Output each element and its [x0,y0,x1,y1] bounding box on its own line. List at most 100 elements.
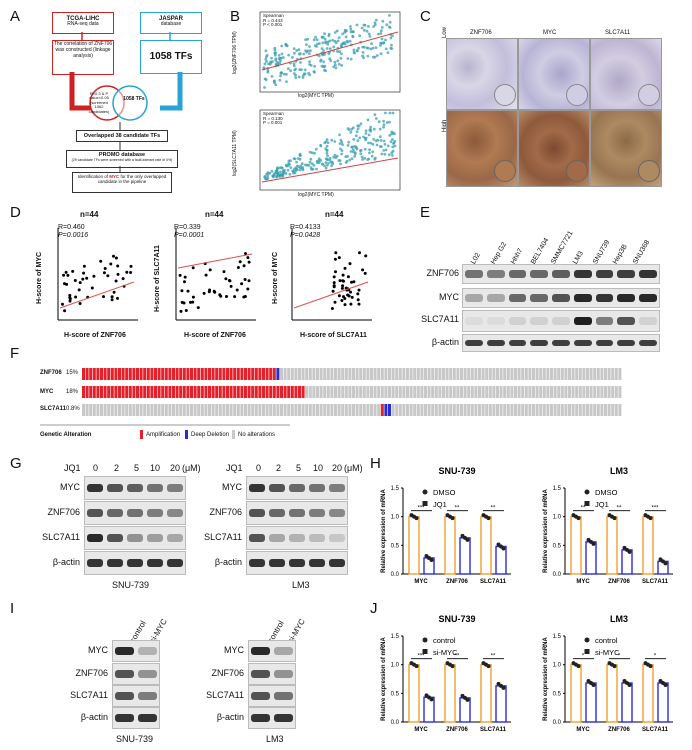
oncoprint-cell [359,368,363,380]
scatter-b-top-point [328,47,332,51]
oncoprint-cell [172,386,175,398]
oncoprint-cell [600,404,604,416]
oncoprint-cell [316,404,319,416]
bar-treatment [621,682,633,723]
oncoprint-cell [85,404,89,416]
scatter-b-bottom-point [319,143,323,147]
oncoprint-cell [82,404,85,416]
d-point [242,264,246,268]
bar-dot [627,683,632,688]
oncoprint-cell [424,368,427,380]
scatter-b-top-point [332,45,336,49]
scatter-b-top-point [351,35,355,39]
bar-chart-title: LM3 [610,614,628,624]
d-point [350,295,354,299]
oncoprint-cell [442,386,445,398]
oncoprint-cell [280,386,283,398]
oncoprint-cell [190,386,193,398]
oncoprint-cell [175,368,179,380]
e-row-bactin: β-actin [431,337,459,347]
blot-band [138,647,157,655]
d-point [191,300,195,304]
bar-dot [576,516,581,521]
oncoprint-cell [193,404,197,416]
bar-axis-tick-label: 1.0 [553,515,562,521]
d-point [82,271,86,275]
d-point [343,303,347,307]
d-point [222,270,226,274]
oncoprint-cell [233,368,237,380]
scatter-b-top-point [389,36,393,40]
flow-arrows [69,32,183,172]
g-right-dose-0: 0 [256,463,262,473]
d1-r: R=0.460 [58,224,85,231]
scatter-b-top-point [375,54,379,57]
blot-band [269,558,285,568]
blot-band [530,339,549,347]
scatter-b-top-point [373,21,377,25]
bar-dot [663,561,668,566]
oncoprint-cell [485,386,489,398]
blot-band [249,508,265,518]
blot-band [107,533,123,543]
scatter-b-bottom-point [308,160,312,164]
scatter-b-top-point [320,47,324,50]
f-legend-del-swatch [185,430,188,439]
scatter-d-plots [57,228,372,321]
scatter-b-top-point [333,63,337,67]
scatter-b-top-point [324,69,327,73]
oncoprint-cell [323,386,327,398]
oncoprint-cell [503,404,507,416]
scatter-b-bottom-point [330,164,333,168]
f-legend-title: Genetic Alteration [40,432,92,438]
scatter-b-bottom-point [321,162,324,166]
blot-band [274,692,293,700]
scatter-b-top-point [363,23,367,27]
oncoprint-cell [301,404,305,416]
oncoprint-cell [107,386,111,398]
oncoprint-cell [416,368,420,380]
oncoprint-cell [460,386,463,398]
scatter-b-bottom-point [265,172,268,176]
oncoprint-cell [524,386,528,398]
oncoprint-cell [334,386,337,398]
oncoprint-cell [326,386,330,398]
scatter-b-top-point [349,25,352,28]
oncoprint-cell [186,386,190,398]
scatter-b-bottom-point [310,151,314,155]
oncoprint-cell [154,404,157,416]
d-point [219,294,223,298]
oncoprint-cell [445,368,449,380]
scatter-b-bottom-point [349,130,353,134]
oncoprint-cell [499,386,503,398]
g-left-blot-slc7a11 [84,526,186,550]
g-left-blot-bactin [84,551,186,575]
oncoprint-cell [218,404,222,416]
scatter-b-bottom-point [356,139,360,143]
blot-band [309,508,325,518]
oncoprint-cell [272,386,276,398]
oncoprint-cell [236,368,240,380]
oncoprint-cell [593,386,597,398]
scatter-b-bottom-point [274,169,278,173]
blot-band [274,670,293,678]
d-point [343,266,347,270]
oncoprint-cell [604,386,607,398]
legend-marker-control [422,637,428,643]
e-row-znf706: ZNF706 [426,268,459,278]
oncoprint-cell [269,404,273,416]
d-point [207,290,211,294]
oncoprint-cell [514,404,517,416]
d-point [99,259,103,263]
scatter-b-bottom-point [330,160,334,164]
scatter-b-bottom-point [295,168,299,172]
scatter-b-top-point [372,55,375,59]
scatter-b-bottom-point [367,141,370,145]
oncoprint-cell [114,386,118,398]
d-point [85,276,89,280]
blot-band [115,647,134,655]
oncoprint-cell [337,386,341,398]
blot-band [639,339,657,347]
bar-axis-tick-label: 0.0 [553,572,562,578]
scatter-b-bottom-point [325,144,329,148]
